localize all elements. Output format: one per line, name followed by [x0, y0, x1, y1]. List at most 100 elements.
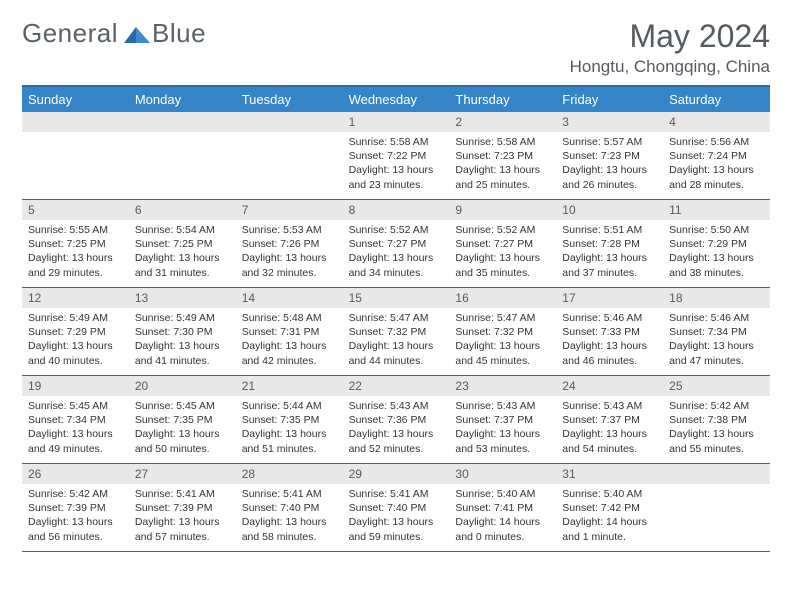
day-cell: 11Sunrise: 5:50 AMSunset: 7:29 PMDayligh… [663, 200, 770, 288]
daylight-line: Daylight: 13 hours and 45 minutes. [455, 339, 550, 367]
day-number: 5 [22, 200, 129, 220]
day-cell: 30Sunrise: 5:40 AMSunset: 7:41 PMDayligh… [449, 464, 556, 552]
day-cell: 2Sunrise: 5:58 AMSunset: 7:23 PMDaylight… [449, 112, 556, 200]
daylight-line: Daylight: 13 hours and 40 minutes. [28, 339, 123, 367]
sunrise-line: Sunrise: 5:43 AM [349, 399, 444, 413]
sunset-line: Sunset: 7:37 PM [455, 413, 550, 427]
sunset-line: Sunset: 7:39 PM [135, 501, 230, 515]
sunrise-line: Sunrise: 5:43 AM [562, 399, 657, 413]
day-details: Sunrise: 5:58 AMSunset: 7:22 PMDaylight:… [343, 132, 450, 196]
sunrise-line: Sunrise: 5:47 AM [455, 311, 550, 325]
sunrise-line: Sunrise: 5:42 AM [28, 487, 123, 501]
day-details: Sunrise: 5:40 AMSunset: 7:41 PMDaylight:… [449, 484, 556, 548]
day-number: 23 [449, 376, 556, 396]
day-details: Sunrise: 5:43 AMSunset: 7:36 PMDaylight:… [343, 396, 450, 460]
daylight-line: Daylight: 13 hours and 44 minutes. [349, 339, 444, 367]
daylight-line: Daylight: 13 hours and 55 minutes. [669, 427, 764, 455]
day-number-empty [236, 112, 343, 132]
day-number: 8 [343, 200, 450, 220]
page-subtitle: Hongtu, Chongqing, China [570, 57, 770, 77]
weekday-header: Saturday [663, 87, 770, 112]
sunset-line: Sunset: 7:39 PM [28, 501, 123, 515]
sunset-line: Sunset: 7:36 PM [349, 413, 444, 427]
day-details: Sunrise: 5:46 AMSunset: 7:34 PMDaylight:… [663, 308, 770, 372]
day-cell: 14Sunrise: 5:48 AMSunset: 7:31 PMDayligh… [236, 288, 343, 376]
sunset-line: Sunset: 7:31 PM [242, 325, 337, 339]
sunrise-line: Sunrise: 5:49 AM [28, 311, 123, 325]
logo-text-1: General [22, 18, 118, 49]
sunrise-line: Sunrise: 5:43 AM [455, 399, 550, 413]
weekday-header: Thursday [449, 87, 556, 112]
daylight-line: Daylight: 13 hours and 52 minutes. [349, 427, 444, 455]
daylight-line: Daylight: 14 hours and 0 minutes. [455, 515, 550, 543]
day-cell: 22Sunrise: 5:43 AMSunset: 7:36 PMDayligh… [343, 376, 450, 464]
daylight-line: Daylight: 13 hours and 32 minutes. [242, 251, 337, 279]
day-number: 15 [343, 288, 450, 308]
daylight-line: Daylight: 13 hours and 50 minutes. [135, 427, 230, 455]
day-number: 24 [556, 376, 663, 396]
day-details: Sunrise: 5:43 AMSunset: 7:37 PMDaylight:… [449, 396, 556, 460]
daylight-line: Daylight: 13 hours and 41 minutes. [135, 339, 230, 367]
daylight-line: Daylight: 13 hours and 47 minutes. [669, 339, 764, 367]
sunrise-line: Sunrise: 5:52 AM [349, 223, 444, 237]
daylight-line: Daylight: 13 hours and 31 minutes. [135, 251, 230, 279]
sunrise-line: Sunrise: 5:49 AM [135, 311, 230, 325]
day-cell: 17Sunrise: 5:46 AMSunset: 7:33 PMDayligh… [556, 288, 663, 376]
sunset-line: Sunset: 7:35 PM [242, 413, 337, 427]
daylight-line: Daylight: 13 hours and 57 minutes. [135, 515, 230, 543]
day-number: 29 [343, 464, 450, 484]
sunset-line: Sunset: 7:38 PM [669, 413, 764, 427]
day-cell: 3Sunrise: 5:57 AMSunset: 7:23 PMDaylight… [556, 112, 663, 200]
day-number: 2 [449, 112, 556, 132]
daylight-line: Daylight: 13 hours and 26 minutes. [562, 163, 657, 191]
day-cell: 19Sunrise: 5:45 AMSunset: 7:34 PMDayligh… [22, 376, 129, 464]
daylight-line: Daylight: 13 hours and 34 minutes. [349, 251, 444, 279]
day-number: 16 [449, 288, 556, 308]
day-number-empty [22, 112, 129, 132]
daylight-line: Daylight: 13 hours and 58 minutes. [242, 515, 337, 543]
day-details: Sunrise: 5:40 AMSunset: 7:42 PMDaylight:… [556, 484, 663, 548]
empty-cell [22, 112, 129, 200]
sunset-line: Sunset: 7:22 PM [349, 149, 444, 163]
sunset-line: Sunset: 7:26 PM [242, 237, 337, 251]
day-cell: 27Sunrise: 5:41 AMSunset: 7:39 PMDayligh… [129, 464, 236, 552]
weekday-header: Wednesday [343, 87, 450, 112]
sunset-line: Sunset: 7:23 PM [455, 149, 550, 163]
day-details: Sunrise: 5:41 AMSunset: 7:39 PMDaylight:… [129, 484, 236, 548]
day-cell: 31Sunrise: 5:40 AMSunset: 7:42 PMDayligh… [556, 464, 663, 552]
daylight-line: Daylight: 13 hours and 56 minutes. [28, 515, 123, 543]
sunrise-line: Sunrise: 5:55 AM [28, 223, 123, 237]
day-number-empty [129, 112, 236, 132]
sunrise-line: Sunrise: 5:42 AM [669, 399, 764, 413]
day-cell: 13Sunrise: 5:49 AMSunset: 7:30 PMDayligh… [129, 288, 236, 376]
day-details: Sunrise: 5:47 AMSunset: 7:32 PMDaylight:… [343, 308, 450, 372]
day-number: 19 [22, 376, 129, 396]
sunrise-line: Sunrise: 5:47 AM [349, 311, 444, 325]
sunrise-line: Sunrise: 5:40 AM [562, 487, 657, 501]
sunset-line: Sunset: 7:27 PM [349, 237, 444, 251]
day-number: 30 [449, 464, 556, 484]
day-cell: 28Sunrise: 5:41 AMSunset: 7:40 PMDayligh… [236, 464, 343, 552]
daylight-line: Daylight: 13 hours and 46 minutes. [562, 339, 657, 367]
day-number: 28 [236, 464, 343, 484]
day-cell: 21Sunrise: 5:44 AMSunset: 7:35 PMDayligh… [236, 376, 343, 464]
daylight-line: Daylight: 13 hours and 49 minutes. [28, 427, 123, 455]
day-cell: 26Sunrise: 5:42 AMSunset: 7:39 PMDayligh… [22, 464, 129, 552]
sunrise-line: Sunrise: 5:48 AM [242, 311, 337, 325]
sunrise-line: Sunrise: 5:41 AM [349, 487, 444, 501]
day-number: 6 [129, 200, 236, 220]
day-details: Sunrise: 5:55 AMSunset: 7:25 PMDaylight:… [22, 220, 129, 284]
sunset-line: Sunset: 7:27 PM [455, 237, 550, 251]
daylight-line: Daylight: 13 hours and 25 minutes. [455, 163, 550, 191]
day-details: Sunrise: 5:42 AMSunset: 7:39 PMDaylight:… [22, 484, 129, 548]
title-block: May 2024 Hongtu, Chongqing, China [570, 18, 770, 77]
day-cell: 10Sunrise: 5:51 AMSunset: 7:28 PMDayligh… [556, 200, 663, 288]
sunset-line: Sunset: 7:34 PM [28, 413, 123, 427]
day-number: 4 [663, 112, 770, 132]
day-details: Sunrise: 5:52 AMSunset: 7:27 PMDaylight:… [343, 220, 450, 284]
sunset-line: Sunset: 7:32 PM [455, 325, 550, 339]
sunset-line: Sunset: 7:23 PM [562, 149, 657, 163]
sunset-line: Sunset: 7:29 PM [669, 237, 764, 251]
page-title: May 2024 [570, 18, 770, 55]
sunrise-line: Sunrise: 5:53 AM [242, 223, 337, 237]
